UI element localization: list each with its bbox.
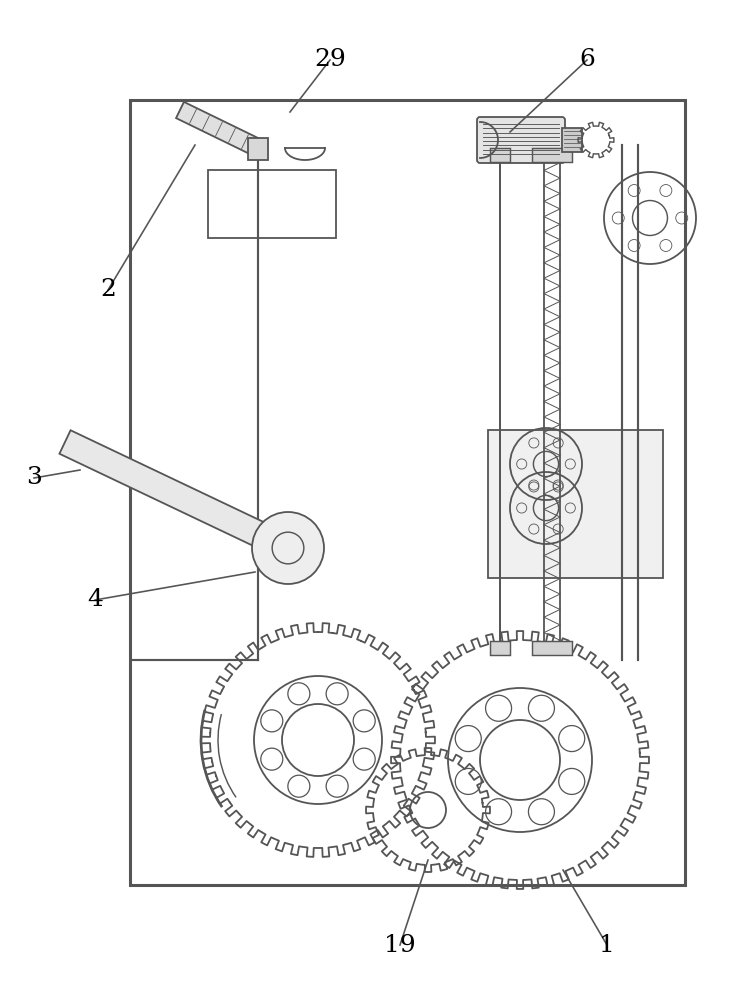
Text: 2: 2: [100, 278, 116, 302]
Text: 19: 19: [384, 934, 416, 956]
Text: 3: 3: [26, 466, 42, 489]
Bar: [130, 100, 685, 885]
Polygon shape: [176, 102, 262, 156]
Bar: [532, 148, 572, 162]
Bar: [208, 170, 336, 238]
Polygon shape: [480, 122, 498, 158]
Circle shape: [252, 512, 324, 584]
Polygon shape: [59, 430, 293, 560]
Text: 4: 4: [87, 588, 103, 611]
Bar: [562, 128, 582, 152]
Text: 1: 1: [599, 934, 615, 956]
Text: 6: 6: [579, 48, 595, 72]
Bar: [488, 430, 663, 578]
Bar: [532, 641, 572, 655]
Bar: [490, 641, 510, 655]
FancyBboxPatch shape: [477, 117, 565, 163]
Bar: [248, 138, 268, 160]
Bar: [490, 148, 510, 162]
Text: 29: 29: [314, 48, 346, 72]
